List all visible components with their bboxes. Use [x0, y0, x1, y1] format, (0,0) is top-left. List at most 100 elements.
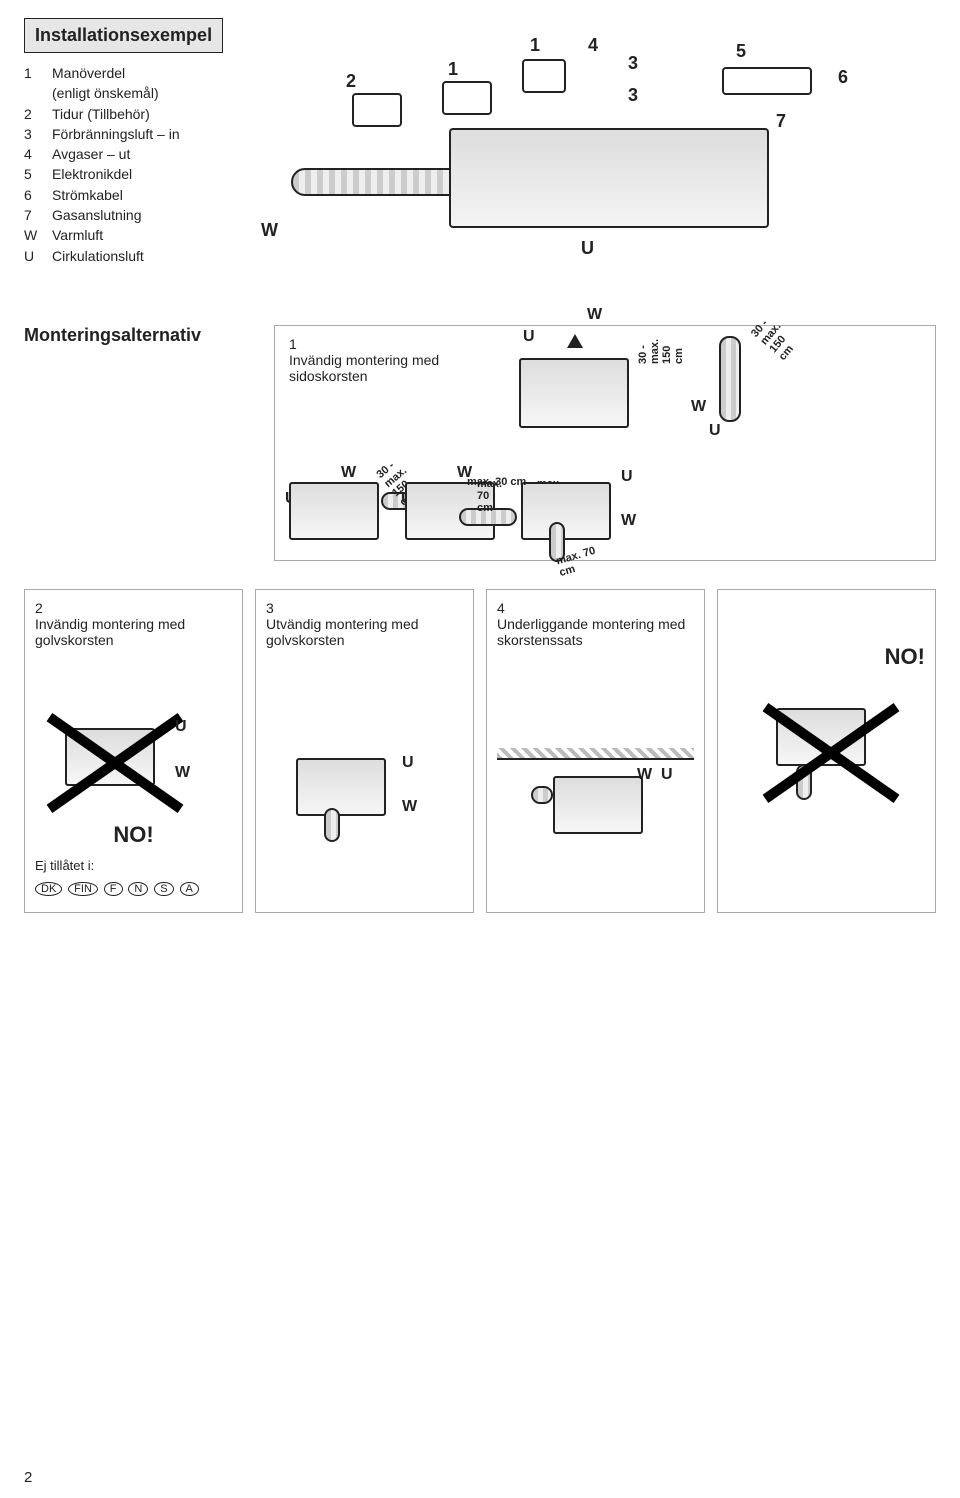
hose-icon	[719, 336, 741, 422]
legend-num: 2	[24, 104, 42, 124]
legend-num: W	[24, 225, 42, 245]
label-7: 7	[776, 111, 786, 132]
heater-icon	[289, 482, 379, 540]
legend-text: Cirkulationsluft	[52, 246, 144, 266]
legend-text: Förbränningsluft – in	[52, 124, 180, 144]
panel-2: 2 Invändig montering med golvskorsten U …	[24, 589, 243, 913]
legend-item: U Cirkulationsluft	[24, 246, 254, 266]
hose-icon	[324, 808, 340, 842]
panel-4-diagram: W U	[497, 748, 694, 868]
legend-text: Tidur (Tillbehör)	[52, 104, 150, 124]
page-number: 2	[24, 1469, 32, 1486]
legend-num: 4	[24, 144, 42, 164]
component-5	[722, 67, 812, 95]
variant-b: W U max. 70 cm max. 30 cm	[405, 482, 495, 540]
heater-icon	[519, 358, 629, 428]
label-U: U	[402, 754, 414, 772]
component-1a	[442, 81, 492, 115]
legend-text: Elektronikdel	[52, 164, 132, 184]
hose-icon	[531, 786, 553, 804]
legend-text: Varmluft	[52, 225, 103, 245]
legend-num: U	[24, 246, 42, 266]
legend-num: 5	[24, 164, 42, 184]
label-U: U	[581, 238, 594, 259]
alt-1-heater-left: W U 30 - max. 150 cm	[519, 336, 629, 428]
label-2: 2	[346, 71, 356, 92]
panel-no: NO!	[717, 589, 936, 913]
country-code: DK	[35, 882, 62, 896]
country-code: A	[180, 882, 199, 896]
panel-num: 3	[266, 600, 463, 616]
variant-a: W U 30 - max. 150 cm	[289, 482, 379, 540]
label-U: U	[621, 468, 633, 486]
panels-grid: 2 Invändig montering med golvskorsten U …	[24, 589, 936, 913]
legend-num: 7	[24, 205, 42, 225]
variant-c: U W max. 30 cm max. 70 cm	[521, 482, 611, 540]
legend-item: W Varmluft	[24, 225, 254, 245]
arrow-up-icon	[567, 334, 583, 348]
legend-item: 2 Tidur (Tillbehör)	[24, 104, 254, 124]
dim-label: max. 30 cm	[467, 476, 526, 488]
floor-icon	[497, 748, 694, 760]
label-W: W	[637, 766, 652, 784]
installation-diagram: W U 2 1 1 4 3 3 5 6 7	[282, 63, 936, 293]
label-3b: 3	[628, 85, 638, 106]
panel-title: Utvändig montering med golvskorsten	[266, 616, 463, 648]
legend-num: 1	[24, 63, 42, 83]
heater-icon	[296, 758, 386, 816]
no-label: NO!	[35, 822, 232, 848]
label-W: W	[261, 220, 278, 241]
panel-no-diagram	[728, 682, 925, 842]
panel-num: 2	[35, 600, 232, 616]
legend-sub: (enligt önskemål)	[24, 83, 254, 103]
country-code: FIN	[68, 882, 98, 896]
panel-3: 3 Utvändig montering med golvskorsten U …	[255, 589, 474, 913]
alt-1-variants: W U 30 - max. 150 cm W U max. 70 cm max.…	[289, 482, 611, 540]
legend: 1 Manöverdel (enligt önskemål) 2 Tidur (Ti…	[24, 63, 254, 293]
legend-num: 6	[24, 185, 42, 205]
no-label: NO!	[728, 644, 925, 670]
legend-text: Manöverdel	[52, 63, 125, 83]
alt-1-box: 1 Invändig montering med sidoskorsten W …	[274, 325, 936, 561]
panel-2-diagram: U W	[35, 718, 232, 818]
legend-item: 3Förbränningsluft – in	[24, 124, 254, 144]
label-W: W	[341, 464, 356, 482]
dim-label: 30 - max. 150 cm	[749, 313, 802, 363]
label-6: 6	[838, 67, 848, 88]
country-code: F	[104, 882, 123, 896]
legend-item: 1 Manöverdel	[24, 63, 254, 83]
label-W: W	[402, 798, 417, 816]
label-4: 4	[588, 35, 598, 56]
heater-body: W U	[449, 128, 769, 228]
label-1: 1	[448, 59, 458, 80]
country-list: DK FIN F N S A	[35, 879, 232, 896]
label-W: W	[587, 306, 602, 324]
component-2	[352, 93, 402, 127]
panel-title: Invändig montering med golvskorsten	[35, 616, 232, 648]
label-5: 5	[736, 41, 746, 62]
legend-text: Avgaser – ut	[52, 144, 130, 164]
cross-icon	[45, 708, 185, 818]
panel-title: Underliggande montering med skorstenssat…	[497, 616, 694, 648]
page-title: Installationsexempel	[24, 18, 223, 53]
alt-1-text: Invändig montering med sidoskorsten	[289, 352, 439, 384]
panel-num: 4	[497, 600, 694, 616]
legend-text: Gasanslutning	[52, 205, 142, 225]
country-code: N	[128, 882, 148, 896]
label-W: W	[691, 398, 706, 416]
not-allowed-label: Ej tillåtet i:	[35, 858, 232, 873]
alternatives-title: Monteringsalternativ	[24, 325, 254, 346]
top-section: 1 Manöverdel (enligt önskemål) 2 Tidur (Ti…	[24, 63, 936, 293]
alt-1-chimney-right: W U 30 - max. 150 cm	[719, 336, 741, 422]
cross-icon	[746, 678, 916, 828]
country-code: S	[154, 882, 173, 896]
heater-icon	[521, 482, 611, 540]
component-1b	[522, 59, 566, 93]
label-W: W	[621, 512, 636, 530]
label-U: U	[661, 766, 673, 784]
legend-item: 7 Gasanslutning	[24, 205, 254, 225]
air-pipe	[291, 168, 451, 196]
label-1b: 1	[530, 35, 540, 56]
alt-1-caption: 1 Invändig montering med sidoskorsten	[289, 336, 489, 384]
panel-3-diagram: U W	[266, 748, 463, 868]
